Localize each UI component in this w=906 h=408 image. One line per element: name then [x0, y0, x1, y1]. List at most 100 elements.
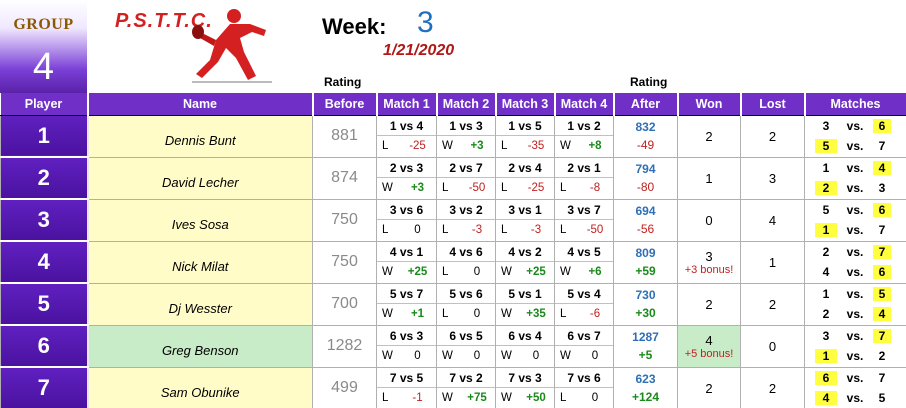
match-pairing: 6 vs 3 [377, 326, 436, 346]
match-cell: 6 vs 5 W 0 [436, 324, 496, 368]
match-cell: 4 vs 1 W +25 [376, 240, 437, 284]
upcoming-player-a: 3 [822, 119, 830, 133]
player-name: Sam Obunike [86, 366, 313, 408]
upcoming-player-a: 5 [822, 203, 830, 217]
match-pairing: 2 vs 1 [555, 158, 613, 178]
player-number: 7 [0, 366, 88, 408]
match-points: -6 [589, 308, 601, 320]
match-points: -25 [409, 140, 426, 152]
match-cell: 1 vs 5 L -35 [495, 114, 555, 158]
rating-after: 809 [635, 246, 656, 260]
player-name: Ives Sosa [86, 198, 313, 242]
upcoming-player-a: 2 [815, 181, 837, 195]
upcoming-player-b: 6 [873, 203, 891, 217]
column-header: Matches [804, 93, 906, 116]
upcoming-match: 2 vs. 3 [805, 178, 906, 198]
upcoming-matches: 5 vs. 6 1 vs. 7 [804, 198, 906, 242]
upcoming-vs: vs. [846, 287, 864, 301]
upcoming-player-b: 7 [873, 329, 891, 343]
rating-change: -49 [636, 138, 655, 152]
match-pairing: 6 vs 7 [555, 326, 613, 346]
rating-change: -80 [636, 180, 655, 194]
match-result: L 0 [437, 304, 495, 324]
rating-after: 1287 [632, 330, 659, 344]
match-points: +50 [526, 392, 546, 404]
player-number: 5 [0, 282, 88, 326]
won-cell: 2 [677, 114, 741, 158]
match-outcome: L [501, 182, 508, 194]
match-points: +6 [588, 266, 602, 278]
lost-count: 2 [740, 282, 805, 326]
match-result: L 0 [555, 388, 613, 408]
match-cell: 4 vs 2 W +25 [495, 240, 555, 284]
upcoming-vs: vs. [846, 349, 864, 363]
rating-after-cell: 832 -49 [613, 114, 678, 158]
won-cell: 1 [677, 156, 741, 200]
player-row[interactable]: 5 Dj Wesster 700 5 vs 7 W +1 5 vs 6 L 0 5 … [0, 282, 906, 326]
match-points: +1 [410, 308, 425, 320]
rating-before-header: Rating [324, 75, 362, 89]
match-outcome: W [560, 140, 571, 152]
match-cell: 6 vs 3 W 0 [376, 324, 437, 368]
week-label: Week: [322, 14, 387, 39]
upcoming-match: 5 vs. 6 [805, 200, 906, 220]
match-outcome: L [560, 308, 567, 320]
player-row[interactable]: 3 Ives Sosa 750 3 vs 6 L 0 3 vs 2 L -3 3 v… [0, 198, 906, 242]
match-cell: 7 vs 5 L -1 [376, 366, 437, 408]
match-cell: 1 vs 2 W +8 [554, 114, 614, 158]
upcoming-match: 5 vs. 7 [805, 136, 906, 156]
match-points: 0 [414, 350, 421, 362]
upcoming-player-b: 4 [873, 161, 891, 175]
player-name: Nick Milat [86, 240, 313, 284]
match-result: W +3 [377, 178, 436, 198]
lost-count: 1 [740, 240, 805, 284]
upcoming-match: 6 vs. 7 [805, 368, 906, 388]
match-points: -35 [527, 140, 545, 152]
player-row[interactable]: 4 Nick Milat 750 4 vs 1 W +25 4 vs 6 L 0 4… [0, 240, 906, 284]
rating-after: 832 [635, 120, 656, 134]
upcoming-vs: vs. [846, 161, 864, 175]
column-header: Lost [740, 93, 806, 116]
match-result: W 0 [377, 346, 436, 366]
match-cell: 3 vs 2 L -3 [436, 198, 496, 242]
match-pairing: 7 vs 5 [377, 368, 436, 388]
group-badge: GROUP 4 [0, 0, 87, 93]
match-outcome: L [501, 224, 508, 236]
week-number: 3 [417, 6, 434, 39]
player-row[interactable]: 6 Greg Benson 1282 6 vs 3 W 0 6 vs 5 W 0 6… [0, 324, 906, 368]
player-name: Dj Wesster [86, 282, 313, 326]
upcoming-vs: vs. [846, 265, 864, 279]
column-header: Player [0, 93, 89, 116]
match-cell: 5 vs 4 L -6 [554, 282, 614, 326]
match-outcome: L [442, 308, 449, 320]
match-points: +25 [407, 266, 428, 278]
rating-change: +5 [638, 348, 653, 362]
lost-count: 0 [740, 324, 805, 368]
upcoming-player-b: 7 [873, 245, 891, 259]
rating-change: +30 [635, 306, 656, 320]
won-count: 2 [705, 296, 713, 312]
week-date: 1/21/2020 [383, 42, 455, 59]
match-points: -50 [586, 224, 604, 236]
column-header: Before [312, 93, 378, 116]
group-number: 4 [32, 46, 55, 88]
match-outcome: W [382, 308, 393, 320]
match-points: +75 [467, 392, 487, 404]
match-cell: 4 vs 6 L 0 [436, 240, 496, 284]
rating-after: 623 [635, 372, 656, 386]
upcoming-player-a: 4 [822, 265, 830, 279]
match-cell: 2 vs 1 L -8 [554, 156, 614, 200]
player-row[interactable]: 7 Sam Obunike 499 7 vs 5 L -1 7 vs 2 W +75… [0, 366, 906, 408]
player-row[interactable]: 2 David Lecher 874 2 vs 3 W +3 2 vs 7 L -5… [0, 156, 906, 200]
won-count: 1 [705, 170, 713, 186]
match-outcome: L [442, 224, 449, 236]
won-count: 0 [705, 212, 713, 228]
player-row[interactable]: 1 Dennis Bunt 881 1 vs 4 L -25 1 vs 3 W +3… [0, 114, 906, 158]
match-points: +3 [410, 182, 425, 194]
match-cell: 2 vs 4 L -25 [495, 156, 555, 200]
match-result: W +6 [555, 262, 613, 282]
column-header: Name [87, 93, 314, 116]
rating-before: 750 [312, 198, 377, 242]
upcoming-player-a: 1 [822, 161, 830, 175]
upcoming-match: 1 vs. 2 [805, 346, 906, 366]
